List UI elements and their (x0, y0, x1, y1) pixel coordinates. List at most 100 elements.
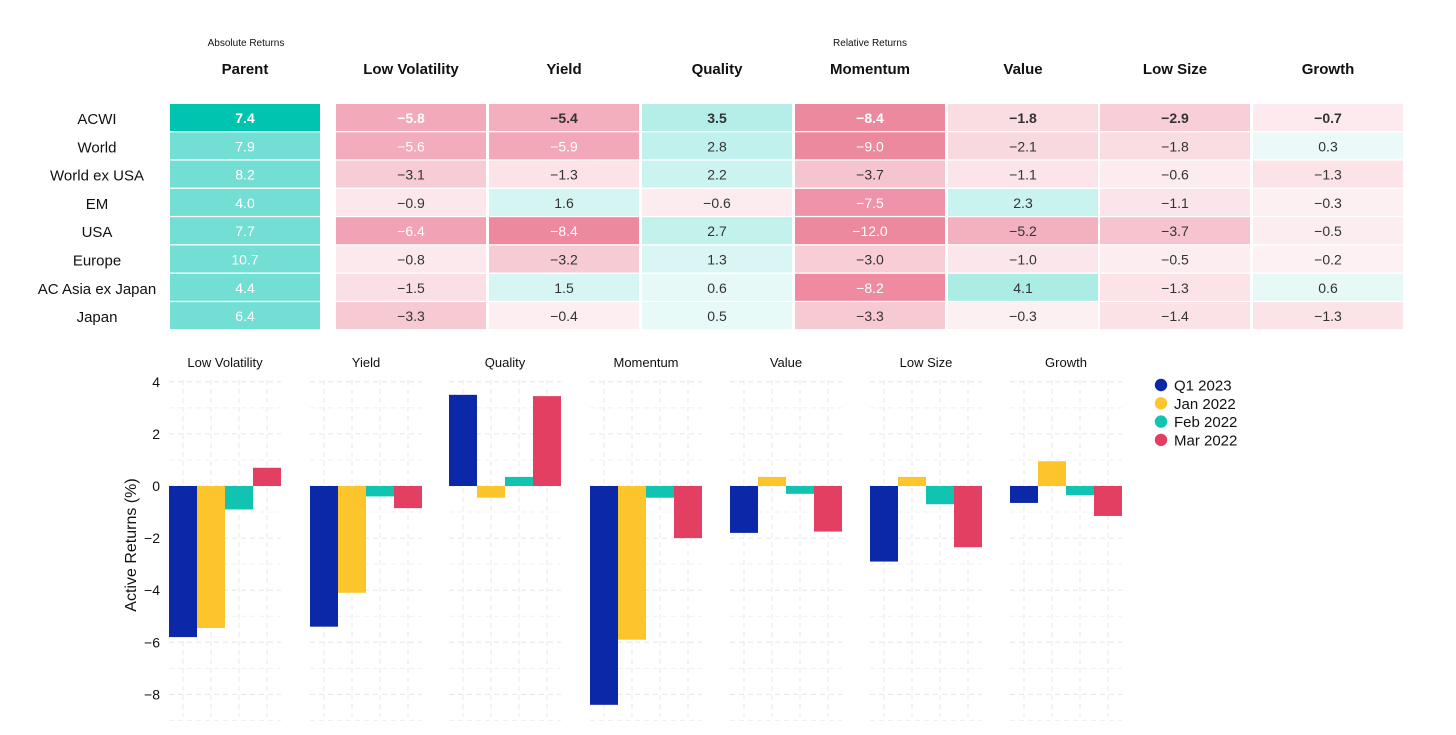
column-header: Yield (546, 61, 581, 78)
heatmap-cell (642, 188, 792, 216)
heatmap-cell (1253, 132, 1403, 160)
heatmap-cell (489, 132, 639, 160)
bar-mar-2022 (533, 396, 561, 486)
y-axis-title: Active Returns (%) (123, 478, 140, 611)
heatmap-cell-value: 7.4 (235, 110, 255, 126)
bar-jan-2022 (477, 486, 505, 498)
heatmap-cell (336, 188, 486, 216)
heatmap-cell-value: −8.4 (550, 223, 578, 239)
column-header: Value (1003, 61, 1042, 78)
heatmap-cell-value: −0.3 (1314, 195, 1342, 211)
heatmap-cell (489, 104, 639, 131)
heatmap-cell-value: −0.9 (397, 195, 425, 211)
heatmap-cell (170, 160, 320, 188)
absolute-returns-label: Absolute Returns (208, 38, 285, 49)
heatmap-cell-value: −0.2 (1314, 252, 1342, 268)
heatmap-cell (489, 188, 639, 216)
heatmap-cell-value: −8.4 (856, 110, 884, 126)
heatmap-cell (795, 160, 945, 188)
row-label: World ex USA (50, 168, 144, 185)
column-header: Low Size (1143, 61, 1207, 78)
bar-feb-2022 (786, 486, 814, 494)
heatmap-cell-value: −0.7 (1314, 110, 1342, 126)
heatmap-cell-value: −0.3 (1009, 308, 1037, 324)
bar-jan-2022 (758, 476, 786, 486)
facet-title: Low Volatility (187, 355, 263, 370)
bar-feb-2022 (225, 486, 253, 510)
heatmap-cell-value: −12.0 (852, 223, 888, 239)
heatmap-cell-value: −0.8 (397, 252, 425, 268)
relative-returns-label: Relative Returns (833, 38, 907, 49)
heatmap-cell-value: −1.3 (1314, 308, 1342, 324)
heatmap-cell (170, 104, 320, 131)
heatmap-cell (336, 132, 486, 160)
heatmap-cell-value: −3.1 (397, 167, 425, 183)
heatmap-cell (336, 273, 486, 301)
heatmap-cell-value: 7.7 (235, 223, 255, 239)
bar-q1-2023 (590, 486, 618, 705)
row-label: USA (82, 224, 113, 241)
heatmap-cell (1253, 188, 1403, 216)
heatmap-cell (1100, 132, 1250, 160)
heatmap-cell-value: 1.6 (554, 195, 574, 211)
bar-jan-2022 (338, 486, 366, 593)
y-tick-label: −6 (144, 634, 160, 650)
bar-chart: 4 2 0 −2 −4 −6 −8 Active Returns (%) Low Volatil… (123, 355, 1237, 721)
row-label: Europe (73, 253, 121, 270)
heatmap-cell (1253, 273, 1403, 301)
heatmap-cell-value: 2.2 (707, 167, 727, 183)
heatmap-table: Absolute Returns Relative Returns Parent Lo… (38, 38, 1403, 330)
heatmap-cell (170, 217, 320, 245)
bar-mar-2022 (814, 486, 842, 532)
heatmap-cell-value: −5.2 (1009, 223, 1037, 239)
heatmap-cell (948, 160, 1098, 188)
bar-mar-2022 (674, 486, 702, 539)
heatmap-cell-value: −1.1 (1009, 167, 1037, 183)
heatmap-cell (795, 273, 945, 301)
heatmap-cell (170, 245, 320, 273)
heatmap-cell (948, 245, 1098, 273)
facet-title: Low Size (900, 355, 953, 370)
heatmap-cell-value: −1.5 (397, 280, 425, 296)
heatmap-cell (1100, 160, 1250, 188)
bar-q1-2023 (310, 486, 338, 627)
heatmap-cell (1100, 217, 1250, 245)
legend-label: Feb 2022 (1174, 414, 1237, 431)
heatmap-cell (795, 188, 945, 216)
row-label: World (78, 139, 117, 156)
heatmap-cell (489, 160, 639, 188)
heatmap-cell-value: −6.4 (397, 223, 425, 239)
facet-title: Growth (1045, 355, 1087, 370)
bar-q1-2023 (169, 486, 197, 638)
heatmap-cell-value: −1.3 (1161, 280, 1189, 296)
heatmap-cell-value: −7.5 (856, 195, 884, 211)
heatmap-cell (948, 132, 1098, 160)
heatmap-cell-value: 2.8 (707, 138, 727, 154)
bar-feb-2022 (505, 476, 533, 486)
heatmap-cell-value: −0.4 (550, 308, 578, 324)
heatmap-cell (336, 217, 486, 245)
heatmap-cell (642, 273, 792, 301)
heatmap-cell-value: 4.4 (235, 280, 255, 296)
heatmap-cell-value: −2.9 (1161, 110, 1189, 126)
heatmap-cell-value: 4.0 (235, 195, 255, 211)
bar-feb-2022 (646, 486, 674, 498)
bar-q1-2023 (1010, 486, 1038, 503)
heatmap-cell (795, 302, 945, 330)
bar-q1-2023 (449, 394, 477, 486)
heatmap-cell (489, 302, 639, 330)
heatmap-cell (1253, 160, 1403, 188)
heatmap-cell-value: 1.5 (554, 280, 574, 296)
heatmap-cell (642, 160, 792, 188)
heatmap-cell-value: −3.2 (550, 252, 578, 268)
bar-feb-2022 (366, 486, 394, 497)
column-header: Quality (692, 61, 744, 78)
heatmap-cell (948, 302, 1098, 330)
legend-swatch (1154, 433, 1168, 447)
facet-title: Quality (485, 355, 526, 370)
heatmap-cell (1253, 245, 1403, 273)
heatmap-cell (795, 132, 945, 160)
heatmap-cell (336, 302, 486, 330)
heatmap-cell (948, 217, 1098, 245)
